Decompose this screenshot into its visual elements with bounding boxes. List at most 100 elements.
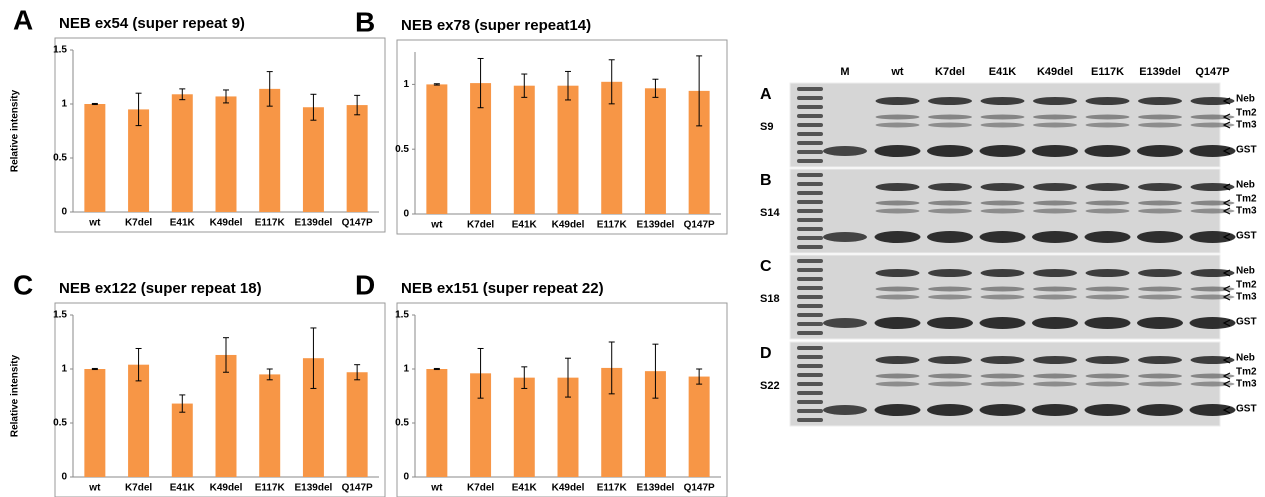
panel-label: S14: [760, 207, 780, 219]
band-label: GST: [1236, 145, 1257, 156]
ladder-band: [797, 209, 823, 213]
x-tick-label: E41K: [512, 220, 538, 231]
gel-band: [1138, 201, 1182, 206]
gel-band: [875, 145, 921, 157]
gel-band: [927, 404, 973, 416]
panel-letter: A: [13, 4, 33, 35]
gel-band: [1190, 145, 1236, 157]
lane-label: K49del: [1037, 66, 1073, 78]
panel-letter: B: [355, 6, 375, 37]
gel-band: [1033, 97, 1077, 105]
x-tick-label: Q147P: [684, 220, 715, 231]
x-tick-label: E117K: [597, 220, 628, 231]
bar: [84, 104, 105, 212]
gel-band: [1085, 145, 1131, 157]
bar: [347, 372, 368, 477]
gel-band: [981, 115, 1025, 120]
gel-band: [1138, 115, 1182, 120]
x-tick-label: wt: [430, 220, 443, 231]
gel-band: [928, 295, 972, 300]
gel-band: [1032, 317, 1078, 329]
gel-band: [980, 231, 1026, 243]
lane-label: E41K: [989, 66, 1017, 78]
gel-band: [928, 209, 972, 214]
band-label: Tm2: [1236, 108, 1257, 119]
gel-band: [1190, 231, 1236, 243]
bar: [645, 88, 666, 214]
gel-band: [981, 209, 1025, 214]
gel-band: [1138, 374, 1182, 379]
ladder-band: [797, 114, 823, 118]
y-tick-label: 1: [61, 364, 67, 375]
panel-label: S22: [760, 380, 780, 392]
ladder-band: [797, 322, 823, 326]
gel-band: [981, 287, 1025, 292]
gel-band: [1085, 404, 1131, 416]
gel-band: [1032, 145, 1078, 157]
panel-label: S18: [760, 293, 780, 305]
gel-band: [1086, 269, 1130, 277]
ladder-band: [797, 245, 823, 249]
chart-title: NEB ex54 (super repeat 9): [59, 15, 245, 32]
gel-band: [981, 269, 1025, 277]
gel-band: [1085, 317, 1131, 329]
gel-band: [876, 269, 920, 277]
gel-band: [1086, 183, 1130, 191]
ladder-band: [797, 200, 823, 204]
gel-band: [980, 145, 1026, 157]
ladder-band: [797, 218, 823, 222]
x-tick-label: wt: [88, 218, 101, 229]
gel-band: [823, 146, 867, 156]
y-tick-label: 0.5: [53, 153, 67, 164]
bar: [347, 105, 368, 212]
gel-band: [1137, 317, 1183, 329]
gel-band: [981, 97, 1025, 105]
ladder-band: [797, 123, 823, 127]
x-tick-label: K49del: [210, 218, 243, 229]
y-tick-label: 0.5: [53, 418, 67, 429]
x-tick-label: K7del: [125, 218, 152, 229]
bar: [426, 84, 447, 214]
gel-band: [1138, 269, 1182, 277]
x-tick-label: E117K: [255, 483, 286, 494]
lane-label: M: [840, 66, 849, 78]
bar: [514, 378, 535, 477]
x-tick-label: wt: [88, 483, 101, 494]
gel-band: [1191, 97, 1235, 105]
ladder-band: [797, 346, 823, 350]
band-label: GST: [1236, 231, 1257, 242]
gel-band: [1032, 404, 1078, 416]
gel-band: [1191, 269, 1235, 277]
gel-band: [1138, 382, 1182, 387]
gel-band: [1033, 183, 1077, 191]
ladder-band: [797, 418, 823, 422]
ladder-band: [797, 259, 823, 263]
gel-band: [981, 183, 1025, 191]
gel-band: [981, 201, 1025, 206]
gel-band: [928, 287, 972, 292]
band-label: Tm3: [1236, 120, 1257, 131]
gel-band: [1138, 183, 1182, 191]
chart-title: NEB ex78 (super repeat14): [401, 17, 591, 34]
gel-band: [876, 356, 920, 364]
gel-band: [1033, 382, 1077, 387]
gel-band: [1137, 231, 1183, 243]
gel-band: [928, 269, 972, 277]
x-tick-label: Q147P: [342, 218, 373, 229]
gel-band: [875, 404, 921, 416]
ladder-band: [797, 331, 823, 335]
gel-band: [875, 231, 921, 243]
gel-band: [928, 115, 972, 120]
figure: A NEB ex54 (super repeat 9) Relative inten…: [0, 0, 1265, 497]
gel-band: [981, 382, 1025, 387]
bar: [303, 107, 324, 212]
ladder-band: [797, 191, 823, 195]
ladder-band: [797, 268, 823, 272]
ladder-band: [797, 286, 823, 290]
bar: [558, 86, 579, 214]
y-axis-label: Relative intensity: [10, 89, 21, 172]
panel-letter: B: [760, 172, 772, 189]
gel-band: [1086, 287, 1130, 292]
gel-band: [980, 317, 1026, 329]
gel-band: [1191, 356, 1235, 364]
